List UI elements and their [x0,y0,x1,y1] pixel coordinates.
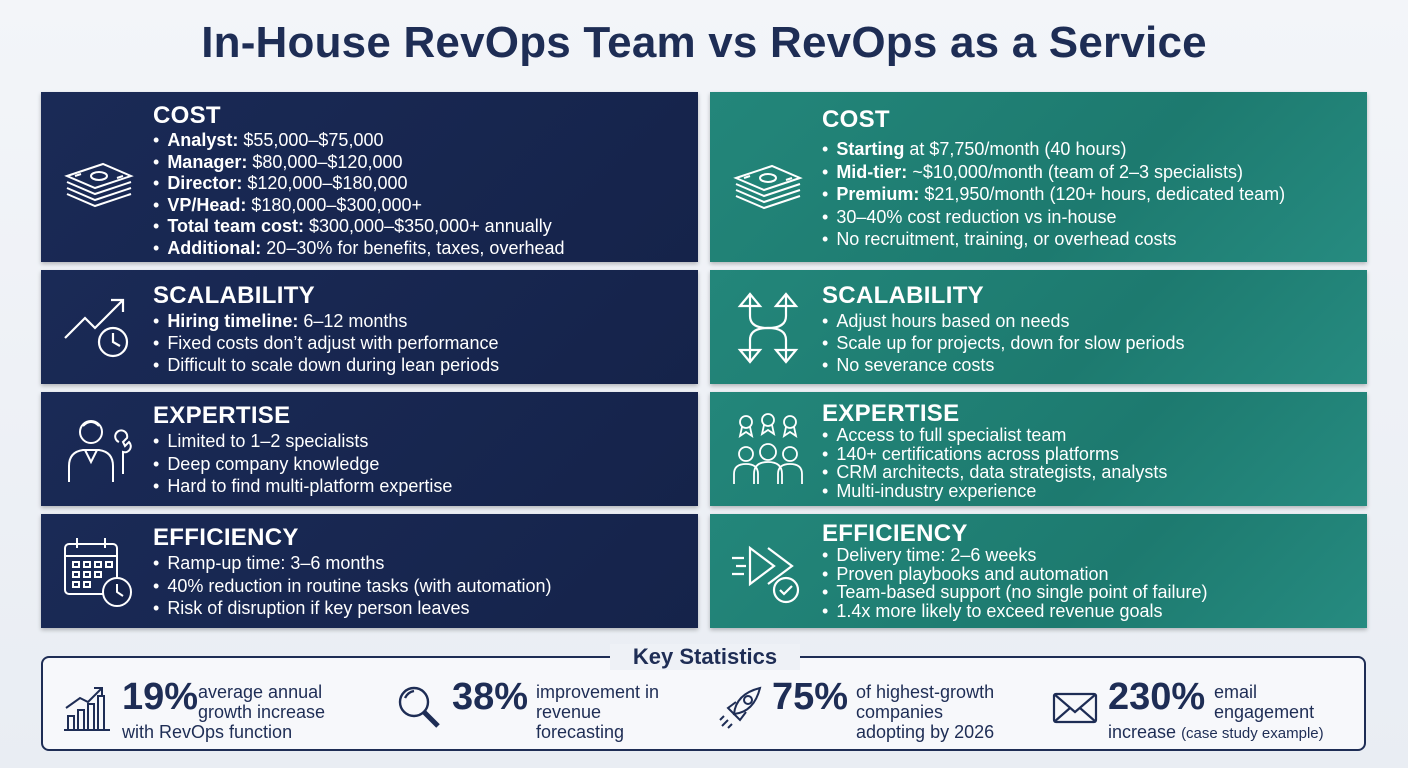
inhouse-expertise-card: EXPERTISE Limited to 1–2 specialists Dee… [41,392,698,506]
list-item: Team-based support (no single point of f… [822,583,1207,602]
page-title: In-House RevOps Team vs RevOps as a Serv… [201,18,1207,67]
list-item: Access to full specialist team [822,426,1167,445]
stat-value: 75% [772,676,849,718]
service-scalability-card: SCALABILITY Adjust hours based on needs … [710,270,1367,384]
list-item: Ramp-up time: 3–6 months [153,552,552,575]
stat-item: 75% of highest-growth companies adopting… [716,676,1036,742]
stat-value: 230% [1108,676,1206,718]
service-efficiency-heading: EFFICIENCY [822,520,968,547]
trend-clock-icon [61,288,137,364]
list-item: VP/Head: $180,000–$300,000+ [153,195,565,217]
magnifier-icon [394,682,444,732]
service-cost-heading: COST [822,106,890,133]
service-efficiency-card: EFFICIENCY Delivery time: 2–6 weeks Prov… [710,514,1367,628]
list-item: Multi-industry experience [822,482,1167,501]
team-badges-icon [730,412,806,488]
inhouse-cost-list: Analyst: $55,000–$75,000 Manager: $80,00… [153,130,565,260]
list-item: Hiring timeline: 6–12 months [153,310,499,332]
inhouse-scalability-list: Hiring timeline: 6–12 months Fixed costs… [153,310,499,376]
service-expertise-heading: EXPERTISE [822,400,960,427]
bar-chart-growth-icon [62,682,112,732]
list-item: Deep company knowledge [153,453,452,476]
rocket-icon [716,682,766,732]
stat-item: 38% improvement in revenue forecasting [394,676,694,742]
list-item: Hard to find multi-platform expertise [153,475,452,498]
inhouse-efficiency-card: EFFICIENCY Ramp-up time: 3–6 months 40% … [41,514,698,628]
inhouse-efficiency-list: Ramp-up time: 3–6 months 40% reduction i… [153,552,552,620]
stat-description: improvement in revenue forecasting [536,682,660,742]
stat-description: average annual growth increase with RevO… [122,682,326,742]
money-stack-icon [61,142,137,218]
list-item: Fixed costs don’t adjust with performanc… [153,332,499,354]
list-item: Difficult to scale down during lean peri… [153,354,499,376]
fast-forward-check-icon [730,534,806,610]
inhouse-scalability-heading: SCALABILITY [153,282,315,309]
scale-arrows-icon [730,290,806,366]
service-cost-list: Starting at $7,750/month (40 hours) Mid-… [822,138,1285,251]
inhouse-efficiency-heading: EFFICIENCY [153,524,299,551]
inhouse-scalability-card: SCALABILITY Hiring timeline: 6–12 months… [41,270,698,384]
service-cost-card: COST Starting at $7,750/month (40 hours)… [710,92,1367,262]
stat-description: of highest-growth companies adopting by … [856,682,995,742]
list-item: No recruitment, training, or overhead co… [822,228,1285,251]
service-scalability-list: Adjust hours based on needs Scale up for… [822,310,1184,376]
list-item: 30–40% cost reduction vs in-house [822,206,1285,229]
inhouse-expertise-heading: EXPERTISE [153,402,291,429]
list-item: CRM architects, data strategists, analys… [822,463,1167,482]
list-item: Delivery time: 2–6 weeks [822,546,1208,565]
list-item: Risk of disruption if key person leaves [153,597,552,620]
list-item: Proven playbooks and automation [822,564,1208,584]
money-stack-icon [730,144,806,220]
list-item: Manager: $80,000–$120,000 [153,152,565,174]
list-item: Additional: 20–30% for benefits, taxes, … [153,238,564,260]
list-item: Limited to 1–2 specialists [153,430,452,453]
list-item: Premium: $21,950/month (120+ hours, dedi… [822,183,1285,206]
list-item: 1.4x more likely to exceed revenue goals [822,602,1208,621]
stat-item: 230% email engagement increase (case stu… [1052,676,1362,742]
inhouse-cost-heading: COST [153,102,221,129]
service-efficiency-list: Delivery time: 2–6 weeks Proven playbook… [822,546,1208,621]
person-wrench-icon [61,412,137,488]
envelope-icon [1052,682,1102,732]
service-expertise-card: EXPERTISE Access to full specialist team… [710,392,1367,506]
list-item: Adjust hours based on needs [822,310,1184,332]
list-item: Mid-tier: ~$10,000/month (team of 2–3 sp… [822,161,1285,184]
stat-item: 19% average annual growth increase with … [62,676,362,742]
list-item: Director: $120,000–$180,000 [153,173,565,195]
inhouse-cost-card: COST Analyst: $55,000–$75,000 Manager: $… [41,92,698,262]
list-item: Analyst: $55,000–$75,000 [153,130,565,152]
inhouse-expertise-list: Limited to 1–2 specialists Deep company … [153,430,452,498]
list-item: No severance costs [822,354,1184,376]
list-item: 140+ certifications across platforms [822,444,1167,464]
key-statistics-title: Key Statistics [610,644,800,670]
list-item: Starting at $7,750/month (40 hours) [822,138,1285,161]
stat-value: 38% [452,676,529,718]
list-item: Scale up for projects, down for slow per… [822,332,1184,354]
list-item: Total team cost: $300,000–$350,000+ annu… [153,216,565,238]
stat-value: 19% [122,676,199,718]
list-item: 40% reduction in routine tasks (with aut… [153,575,551,598]
service-scalability-heading: SCALABILITY [822,282,984,309]
calendar-clock-icon [61,534,137,610]
service-expertise-list: Access to full specialist team 140+ cert… [822,426,1167,501]
stat-description: email engagement increase (case study ex… [1108,682,1324,742]
key-statistics-panel [41,656,1366,751]
